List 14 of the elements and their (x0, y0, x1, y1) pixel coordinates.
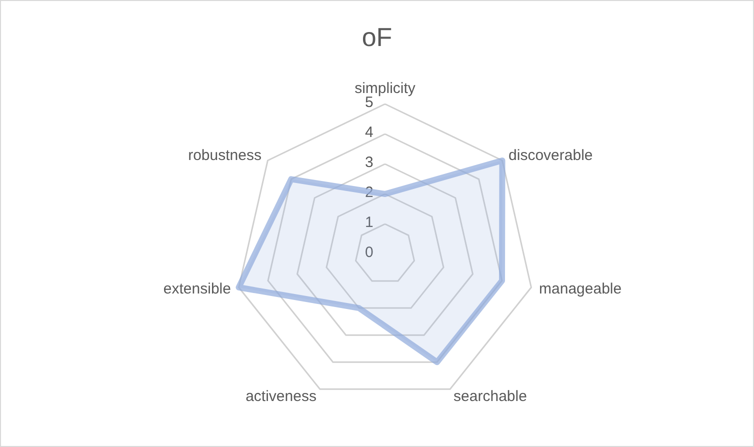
spoke-label: robustness (188, 146, 262, 164)
spoke-label: searchable (454, 388, 527, 405)
chart-title: oF (362, 22, 392, 52)
y-tick-label: 2 (365, 184, 374, 201)
spoke-label: activeness (246, 388, 316, 405)
y-tick-label: 3 (365, 154, 374, 171)
spoke-label: extensible (163, 280, 231, 298)
y-tick-label: 0 (365, 244, 374, 261)
spoke-label: discoverable (508, 146, 593, 164)
spoke-label: simplicity (354, 80, 416, 97)
y-tick-label: 5 (365, 94, 374, 111)
spoke-label: manageable (539, 280, 622, 298)
y-tick-label: 4 (365, 124, 374, 141)
y-tick-label: 1 (365, 214, 374, 231)
